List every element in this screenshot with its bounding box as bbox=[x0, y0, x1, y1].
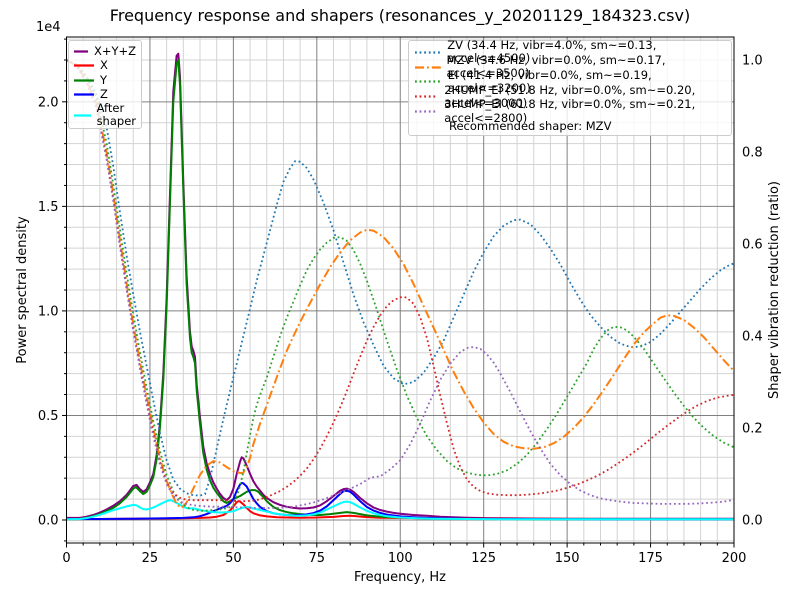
x-tick-label: 200 bbox=[722, 551, 747, 566]
legend-line-sample bbox=[74, 64, 94, 67]
legend-line-sample bbox=[74, 79, 94, 82]
legend-entry-label: MZV (34.6 Hz, vibr=0.0%, sm~=0.17, accel… bbox=[446, 52, 666, 81]
line bbox=[734, 0, 739, 244]
chart-title: Frequency response and shapers (resonanc… bbox=[109, 6, 691, 25]
y-left-tick-label: 0.0 bbox=[38, 514, 59, 529]
legend-line-sample bbox=[415, 66, 441, 69]
series-group bbox=[66, 52, 735, 521]
legend-entry-label: ZV (34.4 Hz, vibr=4.0%, sm~=0.13, accel<… bbox=[447, 38, 657, 66]
line bbox=[734, 0, 739, 428]
legend-entry: MZV (34.6 Hz, vibr=0.0%, sm~=0.17, accel… bbox=[415, 53, 725, 80]
legend-line-sample bbox=[74, 93, 94, 96]
series-after-shaper bbox=[66, 499, 734, 521]
y-right-tick-label: 0.4 bbox=[742, 330, 763, 345]
y-left-tick-label: 1.5 bbox=[38, 200, 59, 215]
y-right-tick-label: 0.6 bbox=[742, 238, 763, 253]
legend-entry: Z bbox=[74, 87, 136, 103]
series-y bbox=[66, 59, 734, 521]
legend-entry: 3HUMP_EI (61.8 Hz, vibr=0.0%, sm~=0.21, … bbox=[415, 98, 725, 124]
y-left-tick-label: 1.0 bbox=[38, 304, 59, 319]
legend-entry-label: 2HUMP_EI (51.8 Hz, vibr=0.0%, sm~=0.20, … bbox=[444, 82, 696, 110]
x-tick-label: 150 bbox=[555, 551, 580, 566]
legend-entry: ZV (34.4 Hz, vibr=4.0%, sm~=0.13, accel<… bbox=[415, 38, 725, 65]
legend-entry: Y bbox=[74, 73, 136, 88]
legend-line-sample bbox=[415, 80, 442, 84]
y-axis-label-right: Shaper vibration reduction (ratio) bbox=[767, 181, 782, 399]
legend-line-sample bbox=[74, 114, 91, 117]
legend-line-sample bbox=[415, 110, 439, 113]
y-right-tick-label: 0.8 bbox=[742, 146, 763, 161]
legend-entry: 2HUMP_EI (51.8 Hz, vibr=0.0%, sm~=0.20, … bbox=[415, 83, 725, 110]
legend-entry: X bbox=[74, 58, 136, 74]
legend-shapers: ZV (34.4 Hz, vibr=4.0%, sm~=0.13, accel<… bbox=[408, 38, 732, 136]
y-left-tick-label: 0.5 bbox=[38, 409, 59, 424]
legend-line-sample bbox=[415, 95, 439, 98]
x-tick-label: 50 bbox=[225, 551, 242, 566]
x-axis-label: Frequency, Hz bbox=[353, 570, 447, 585]
x-tick-label: 0 bbox=[62, 551, 70, 566]
line bbox=[734, 0, 739, 520]
y-right-tick-label: 0.2 bbox=[742, 422, 763, 437]
legend-entry: After shaper bbox=[74, 101, 136, 129]
legend-entry-label: Z bbox=[100, 87, 108, 102]
legend-entry-label: 3HUMP_EI (61.8 Hz, vibr=0.0%, sm~=0.21, … bbox=[444, 97, 696, 125]
y-right-tick-label: 0.0 bbox=[742, 514, 763, 529]
legend-psd: X+Y+Z X Y Z After shaper bbox=[68, 40, 142, 129]
x-tick-label: 25 bbox=[142, 551, 159, 566]
legend-entry: X+Y+Z bbox=[74, 44, 136, 59]
y-axis-offset-label: 1e4 bbox=[36, 20, 61, 35]
legend-entry: EI (41.4 Hz, vibr=0.0%, sm~=0.19, accel<… bbox=[415, 68, 725, 95]
x-tick-label: 125 bbox=[471, 551, 496, 566]
y-left-tick-label: 2.0 bbox=[38, 95, 59, 110]
legend-entry-label: X bbox=[100, 58, 108, 73]
x-tick-label: 175 bbox=[638, 551, 663, 566]
line bbox=[734, 0, 739, 336]
x-tick-label: 100 bbox=[388, 551, 413, 566]
legend-line-sample bbox=[415, 51, 442, 54]
x-tick-label: 75 bbox=[309, 551, 326, 566]
legend-entry-label: EI (41.4 Hz, vibr=0.0%, sm~=0.19, accel<… bbox=[447, 67, 652, 95]
legend-entry-label: After shaper bbox=[96, 101, 136, 129]
legend-recommended-shaper: Recommended shaper: MZV bbox=[449, 119, 612, 134]
legend-entry-label: X+Y+Z bbox=[93, 43, 136, 58]
y-right-tick-label: 1.0 bbox=[742, 54, 763, 69]
legend-line-sample bbox=[74, 50, 88, 53]
y-axis-label-left: Power spectral density bbox=[15, 216, 30, 364]
series-mzv bbox=[66, 59, 735, 509]
series-3hump_ei bbox=[66, 59, 735, 509]
legend-entry-label: Y bbox=[100, 72, 108, 87]
series-2hump_ei bbox=[66, 59, 735, 502]
series-zv bbox=[66, 59, 735, 497]
